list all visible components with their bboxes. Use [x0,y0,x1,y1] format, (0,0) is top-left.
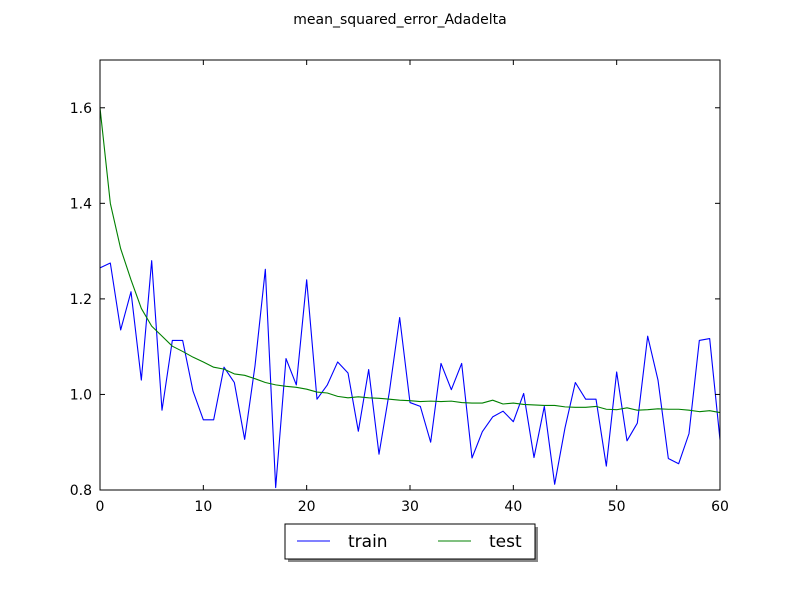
plot-background [100,60,720,490]
legend-label-train: train [348,532,388,552]
y-tick-label: 0.8 [70,483,92,499]
series-line-test [99,107,721,414]
x-tick-label: 50 [608,499,626,515]
x-tick-label: 0 [96,499,105,515]
series-layer [99,107,721,489]
y-tick-label: 1.2 [70,292,92,308]
x-tick-label: 10 [194,499,212,515]
series-line-train [99,260,721,489]
x-axis-ticks: 0 10 20 30 40 50 60 [96,60,729,515]
x-tick-label: 20 [298,499,316,515]
legend-label-test: test [489,532,522,552]
y-axis-ticks: 0.8 1.0 1.2 1.4 1.6 [70,101,720,499]
plot-area: 0 10 20 30 40 50 60 0.8 1.0 1.2 1.4 1.6 [70,59,729,515]
y-tick-label: 1.4 [70,196,92,212]
x-tick-label: 30 [401,499,419,515]
legend: train test [284,523,538,562]
y-tick-label: 1.6 [70,101,92,117]
y-tick-label: 1.0 [70,387,92,403]
chart-title: mean_squared_error_Adadelta [293,12,506,28]
x-tick-label: 40 [504,499,522,515]
x-tick-label: 60 [711,499,729,515]
